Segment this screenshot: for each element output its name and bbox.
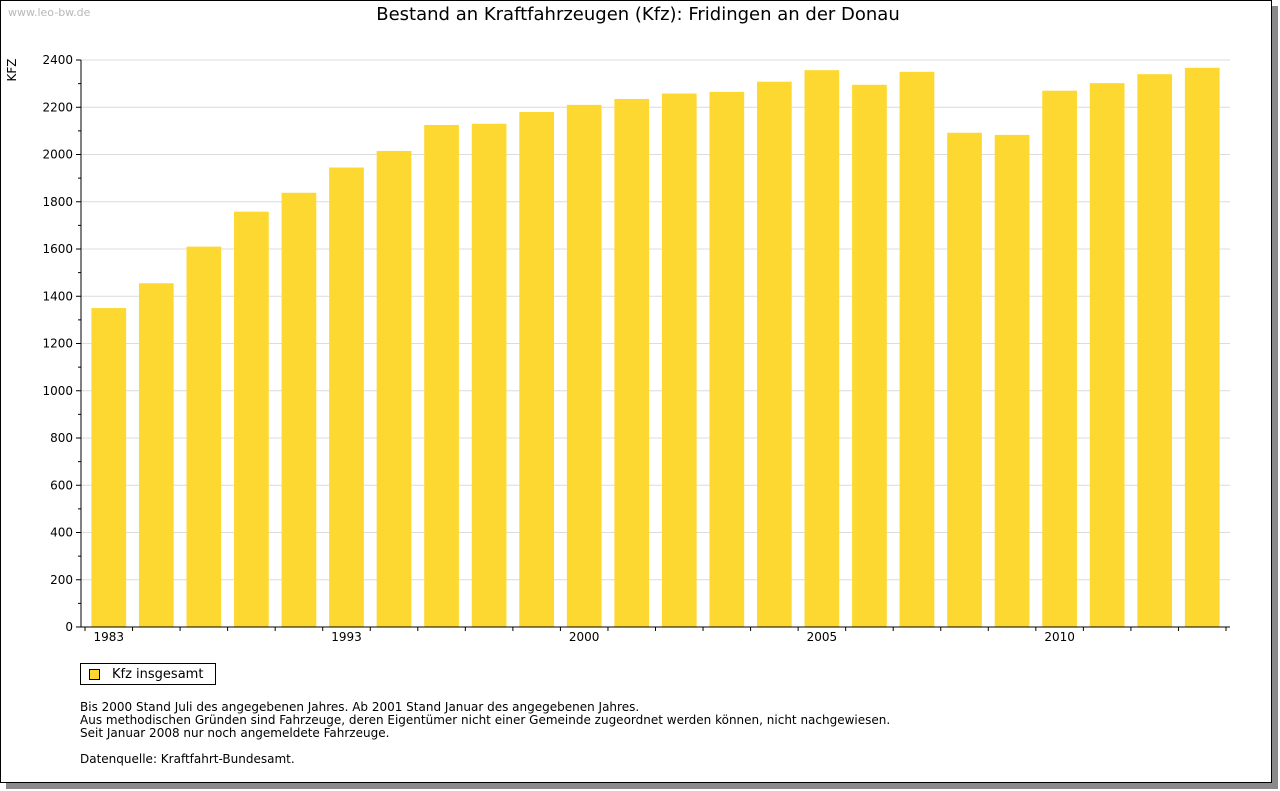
x-tick-label: 2000	[569, 630, 600, 644]
y-tick-label: 200	[50, 573, 73, 587]
bar-chart: 0 200 400 600 800 1000 1200 1400 1600 1800 2000 220…	[5, 53, 1230, 644]
bar	[757, 81, 792, 628]
bar	[471, 123, 507, 627]
frame-shadow-bottom	[6, 783, 1278, 789]
bar	[519, 111, 554, 628]
note-line-1: Bis 2000 Stand Juli des angegebenen Jahr…	[80, 700, 640, 714]
y-tick-label: 1800	[42, 195, 73, 209]
y-tick-label: 1200	[42, 337, 73, 351]
bar	[281, 192, 317, 627]
bar	[186, 246, 222, 627]
x-tick-label: 2005	[807, 630, 838, 644]
bar	[709, 91, 745, 628]
y-tick-label: 2200	[42, 100, 73, 114]
y-axis-label: KFZ	[5, 59, 19, 82]
bar	[614, 98, 650, 627]
y-tick-label: 800	[50, 431, 73, 445]
bar	[91, 308, 127, 627]
frame-shadow-right	[1272, 6, 1278, 789]
note-line-2: Aus methodischen Gründen sind Fahrzeuge,…	[80, 713, 891, 727]
y-tick-label: 0	[65, 620, 73, 634]
bar	[1042, 90, 1077, 627]
bar	[566, 104, 602, 627]
bar	[1137, 74, 1173, 628]
bar	[661, 93, 697, 628]
y-tick-label: 400	[50, 526, 73, 540]
y-tick-label: 600	[50, 478, 73, 492]
y-tick-label: 2000	[42, 148, 73, 162]
watermark: www.leo-bw.de	[8, 6, 91, 19]
note-line-3: Seit Januar 2008 nur noch angemeldete Fa…	[80, 726, 390, 740]
y-tick-label: 1400	[42, 289, 73, 303]
bar	[138, 283, 174, 627]
y-tick-label: 2400	[42, 53, 73, 67]
x-tick-label: 1993	[331, 630, 362, 644]
data-source: Datenquelle: Kraftfahrt-Bundesamt.	[80, 752, 295, 766]
legend-label: Kfz insgesamt	[112, 666, 204, 682]
bar	[376, 150, 412, 628]
x-tick-label: 1983	[93, 630, 124, 644]
bar	[424, 124, 459, 627]
bar	[1184, 67, 1220, 627]
bar	[947, 132, 982, 627]
y-tick-label: 1000	[42, 384, 73, 398]
bar	[329, 167, 364, 627]
bar	[234, 211, 269, 628]
y-tick-label: 1600	[42, 242, 73, 256]
legend: Kfz insgesamt	[80, 663, 216, 685]
bar	[994, 134, 1030, 628]
bar	[804, 70, 840, 627]
bar	[852, 84, 887, 627]
bar	[1089, 83, 1125, 628]
bar	[899, 71, 935, 627]
chart-title: Bestand an Kraftfahrzeugen (Kfz): Fridin…	[376, 4, 900, 25]
x-tick-label: 2010	[1044, 630, 1075, 644]
legend-swatch	[89, 668, 100, 680]
